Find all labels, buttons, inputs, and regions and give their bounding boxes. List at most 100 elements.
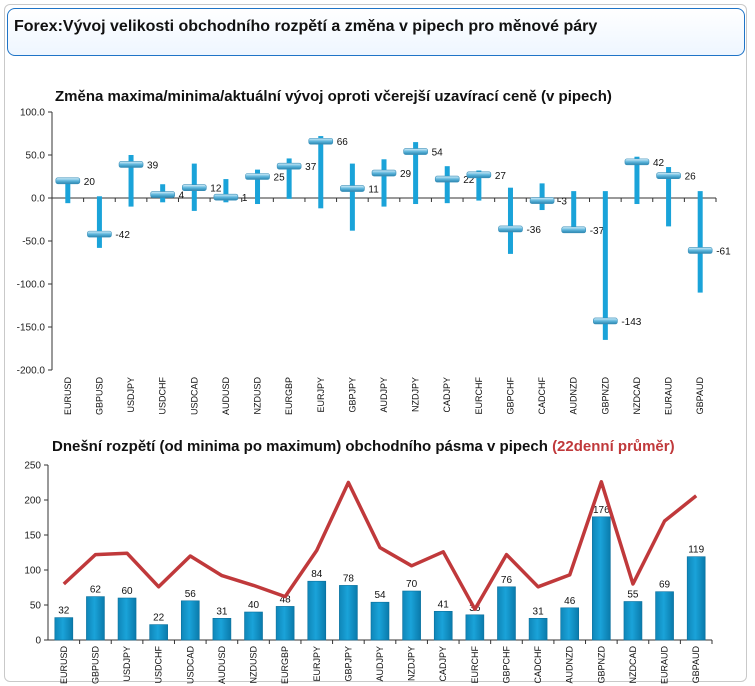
chart2-category-label: NZDCAD [628, 646, 638, 684]
chart1-range-bar [286, 158, 292, 199]
chart1-category-label: USDCAD [189, 377, 199, 416]
chart2-range-bar [307, 580, 327, 641]
chart2-range-bar [180, 600, 200, 641]
chart1-range-bar [65, 179, 71, 204]
chart1-category-label: CADJPY [442, 377, 452, 413]
chart2-data-label: 56 [185, 589, 197, 600]
chart1-range-bar [413, 142, 419, 205]
chart2-category-label: AUDUSD [217, 646, 227, 685]
chart1-range-bar [318, 136, 324, 209]
chart2-data-label: 32 [58, 606, 70, 617]
chart1-current-marker [593, 317, 618, 325]
chart1-data-label: 26 [685, 172, 697, 183]
chart2-ytick-label: 50 [30, 601, 42, 612]
chart1-category-label: EURGBP [284, 377, 294, 415]
chart2-category-label: GBPCHF [501, 646, 511, 684]
chart1-ytick-label: -100.0 [17, 280, 46, 291]
chart1-range-bar [255, 169, 261, 205]
chart2-data-label: 41 [438, 599, 450, 610]
chart2-category-label: EURJPY [312, 646, 322, 682]
chart1-category-label: NZDUSD [253, 377, 263, 415]
chart1-data-label: -143 [621, 317, 641, 328]
chart1-category-label: GBPJPY [347, 377, 357, 413]
chart2-category-label: CADCHF [533, 645, 543, 683]
chart1-current-marker [561, 226, 587, 234]
chart1-data-label: 12 [210, 184, 222, 195]
chart1-data-label: 22 [463, 175, 475, 186]
chart1-category-label: USDJPY [126, 377, 136, 413]
chart2-data-label: 60 [121, 586, 133, 597]
chart1-category-label: EURUSD [63, 377, 73, 416]
chart1-current-marker [118, 161, 144, 168]
chart2-data-label: 176 [593, 505, 610, 516]
chart1-range-bar [96, 196, 102, 248]
chart2-data-label: 48 [280, 594, 292, 605]
chart1-ytick-label: -200.0 [17, 366, 46, 377]
chart1-title: Změna maxima/minima/aktuální vývoj oprot… [55, 88, 612, 105]
chart1-category-label: AUDUSD [221, 377, 231, 416]
chart1-range-bar [476, 170, 482, 201]
chart1-range-bar [539, 183, 545, 211]
chart2-ytick-label: 250 [24, 461, 41, 472]
chart2-data-label: 31 [533, 606, 545, 617]
chart2-data-label: 62 [90, 585, 102, 596]
chart1-data-label: 4 [179, 191, 185, 202]
chart2-category-label: AUDJPY [375, 646, 385, 682]
chart2-range-bar [623, 601, 643, 641]
chart1-data-label: 1 [242, 193, 248, 204]
window-frame [4, 4, 747, 682]
chart2-category-label: CADJPY [438, 646, 448, 682]
chart1-current-marker [245, 173, 270, 180]
chart1-current-marker [276, 162, 302, 170]
chart1-data-label: 54 [432, 148, 444, 159]
chart1-range-bar [697, 191, 703, 293]
chart2-data-label: 78 [343, 573, 355, 584]
chart1-data-label: 39 [147, 160, 159, 171]
chart2-ytick-label: 0 [35, 636, 41, 647]
chart1-category-label: CADCHF [537, 376, 547, 414]
chart1-current-marker [371, 169, 397, 177]
chart1-category-label: GBPAUD [695, 377, 705, 415]
chart1-current-marker [150, 191, 175, 198]
chart2-range-bar [370, 601, 390, 641]
chart2-category-label: GBPJPY [343, 646, 353, 682]
chart1-current-marker [403, 148, 428, 155]
chart1-range-bar [507, 187, 513, 254]
chart1-range-bar [634, 156, 640, 205]
chart2-range-bar [497, 586, 516, 641]
chart2-range-bar [244, 611, 263, 641]
chart2-data-label: 70 [406, 579, 418, 590]
chart1-category-label: AUDJPY [379, 377, 389, 413]
chart1-current-marker [181, 184, 207, 191]
chart2-category-label: EURCHF [470, 645, 480, 683]
chart2-ytick-label: 200 [24, 496, 41, 507]
chart1-category-label: GBPUSD [94, 377, 104, 416]
chart1-current-marker [656, 172, 681, 179]
chart1-current-marker [55, 177, 81, 185]
chart1-range-bar [128, 155, 134, 207]
chart1-current-marker [624, 158, 650, 166]
chart2-category-label: NZDJPY [407, 646, 417, 681]
header-panel: Forex:Vývoj velikosti obchodního rozpětí… [7, 8, 745, 56]
chart2-range-bar [655, 591, 674, 641]
chart2-category-label: EURAUD [660, 646, 670, 685]
chart1-ytick-label: -150.0 [17, 323, 46, 334]
chart1-current-marker [308, 137, 334, 145]
chart2-range-bar [465, 614, 485, 641]
chart1-category-label: USDCHF [158, 376, 168, 414]
chart2-category-label: EURUSD [59, 646, 69, 685]
chart2-data-label: 69 [659, 580, 671, 591]
chart1-category-label: GBPCHF [505, 377, 515, 415]
chart2-data-label: 84 [311, 569, 323, 580]
chart2-average-line [62, 480, 698, 611]
chart2-category-label: NZDUSD [249, 646, 259, 684]
chart2-ytick-label: 150 [24, 531, 41, 542]
chart1-range-bar [444, 166, 450, 204]
chart1-current-marker [213, 193, 239, 201]
chart1-current-marker [498, 225, 523, 233]
chart2-title-main: Dnešní rozpětí (od minima po maximum) ob… [52, 438, 548, 455]
chart1-range-bar [666, 167, 672, 227]
chart1-range-bar [571, 191, 577, 233]
chart1-current-marker [687, 247, 713, 254]
